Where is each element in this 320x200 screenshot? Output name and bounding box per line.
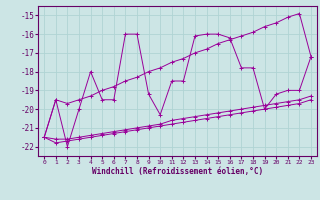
X-axis label: Windchill (Refroidissement éolien,°C): Windchill (Refroidissement éolien,°C) xyxy=(92,167,263,176)
